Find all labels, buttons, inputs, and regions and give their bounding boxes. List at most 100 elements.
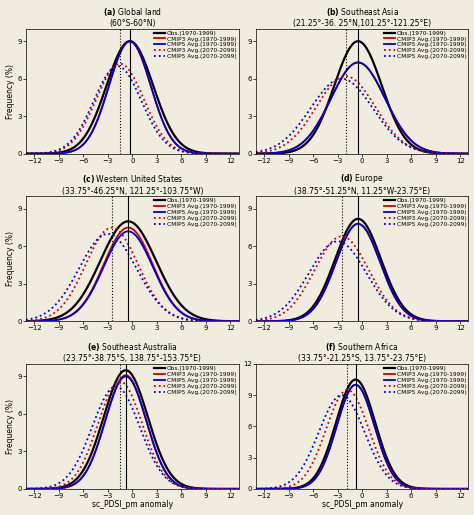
CMIP5 Avg.(1970-1999) xyxy=(467,486,473,492)
Title: $\bf{(e)}$ Southeast Australia
(23.75°-38.75°S, 138.75°-153.75°E): $\bf{(e)}$ Southeast Australia (23.75°-3… xyxy=(64,341,201,363)
Obs.(1970-1999) xyxy=(353,376,358,383)
CMIP5 Avg.(2070-2099) xyxy=(425,149,431,155)
CMIP3 Avg.(2070-2099) xyxy=(425,149,431,155)
CMIP3 Avg.(1970-1999) xyxy=(425,318,431,324)
CMIP3 Avg.(1970-1999) xyxy=(353,382,358,388)
CMIP3 Avg.(2070-2099) xyxy=(237,486,243,492)
CMIP3 Avg.(1970-1999) xyxy=(350,224,356,230)
Obs.(1970-1999) xyxy=(245,318,250,324)
CMIP5 Avg.(2070-2099) xyxy=(105,231,110,237)
CMIP3 Avg.(2070-2099) xyxy=(120,380,126,386)
CMIP3 Avg.(2070-2099) xyxy=(467,150,473,157)
CMIP5 Avg.(1970-1999) xyxy=(355,59,361,65)
Legend: Obs.(1970-1999), CMIP3 Avg.(1970-1999), CMIP5 Avg.(1970-1999), CMIP3 Avg.(2070-2: Obs.(1970-1999), CMIP3 Avg.(1970-1999), … xyxy=(153,198,237,228)
CMIP3 Avg.(1970-1999) xyxy=(244,486,250,492)
Obs.(1970-1999) xyxy=(27,486,32,492)
CMIP5 Avg.(1970-1999) xyxy=(425,486,431,492)
CMIP3 Avg.(1970-1999) xyxy=(245,486,250,492)
CMIP3 Avg.(2070-2099) xyxy=(467,486,473,492)
CMIP3 Avg.(1970-1999) xyxy=(15,486,21,492)
CMIP5 Avg.(1970-1999) xyxy=(27,486,32,492)
Line: CMIP3 Avg.(2070-2099): CMIP3 Avg.(2070-2099) xyxy=(18,64,247,153)
Legend: Obs.(1970-1999), CMIP3 Avg.(1970-1999), CMIP5 Avg.(1970-1999), CMIP3 Avg.(2070-2: Obs.(1970-1999), CMIP3 Avg.(1970-1999), … xyxy=(383,365,467,395)
CMIP3 Avg.(1970-1999) xyxy=(195,317,201,323)
Legend: Obs.(1970-1999), CMIP3 Avg.(1970-1999), CMIP5 Avg.(1970-1999), CMIP3 Avg.(2070-2: Obs.(1970-1999), CMIP3 Avg.(1970-1999), … xyxy=(383,30,467,60)
CMIP5 Avg.(2070-2099) xyxy=(237,318,243,324)
CMIP5 Avg.(1970-1999) xyxy=(195,150,201,156)
CMIP3 Avg.(2070-2099) xyxy=(467,318,473,324)
Obs.(1970-1999) xyxy=(237,318,243,324)
Obs.(1970-1999) xyxy=(127,38,133,44)
Line: CMIP3 Avg.(1970-1999): CMIP3 Avg.(1970-1999) xyxy=(247,224,474,321)
CMIP5 Avg.(2070-2099) xyxy=(339,76,345,82)
Obs.(1970-1999) xyxy=(467,150,473,157)
CMIP3 Avg.(2070-2099) xyxy=(256,317,262,323)
CMIP3 Avg.(1970-1999) xyxy=(27,150,32,157)
Line: CMIP3 Avg.(1970-1999): CMIP3 Avg.(1970-1999) xyxy=(247,62,474,153)
CMIP5 Avg.(1970-1999) xyxy=(256,150,262,157)
Obs.(1970-1999) xyxy=(237,150,243,157)
CMIP5 Avg.(2070-2099) xyxy=(350,403,356,409)
CMIP3 Avg.(2070-2099) xyxy=(256,149,262,156)
CMIP5 Avg.(2070-2099) xyxy=(245,150,250,156)
CMIP5 Avg.(2070-2099) xyxy=(15,150,21,157)
CMIP3 Avg.(2070-2099) xyxy=(27,318,32,324)
CMIP5 Avg.(2070-2099) xyxy=(27,316,32,322)
CMIP3 Avg.(1970-1999) xyxy=(126,225,131,231)
Line: CMIP3 Avg.(1970-1999): CMIP3 Avg.(1970-1999) xyxy=(247,385,474,489)
CMIP3 Avg.(2070-2099) xyxy=(350,241,356,247)
Obs.(1970-1999) xyxy=(245,486,250,492)
Y-axis label: Frequency (%): Frequency (%) xyxy=(6,64,15,118)
CMIP3 Avg.(1970-1999) xyxy=(120,44,126,50)
Obs.(1970-1999) xyxy=(244,318,250,324)
CMIP5 Avg.(2070-2099) xyxy=(127,398,132,404)
CMIP5 Avg.(2070-2099) xyxy=(356,87,362,93)
CMIP3 Avg.(2070-2099) xyxy=(127,387,132,393)
CMIP3 Avg.(2070-2099) xyxy=(467,486,473,492)
Obs.(1970-1999) xyxy=(127,218,132,225)
CMIP5 Avg.(2070-2099) xyxy=(467,486,473,492)
Obs.(1970-1999) xyxy=(467,150,473,157)
Line: Obs.(1970-1999): Obs.(1970-1999) xyxy=(18,41,247,153)
Obs.(1970-1999) xyxy=(425,317,431,323)
CMIP3 Avg.(1970-1999) xyxy=(467,150,473,157)
CMIP5 Avg.(1970-1999) xyxy=(237,318,243,324)
Line: CMIP5 Avg.(1970-1999): CMIP5 Avg.(1970-1999) xyxy=(18,376,247,489)
CMIP5 Avg.(1970-1999) xyxy=(245,150,250,157)
CMIP5 Avg.(2070-2099) xyxy=(467,318,473,324)
CMIP3 Avg.(1970-1999) xyxy=(356,59,362,65)
Line: Obs.(1970-1999): Obs.(1970-1999) xyxy=(247,219,474,321)
CMIP5 Avg.(2070-2099) xyxy=(425,486,431,492)
CMIP3 Avg.(2070-2099) xyxy=(237,486,243,492)
Obs.(1970-1999) xyxy=(425,149,431,156)
Line: CMIP3 Avg.(2070-2099): CMIP3 Avg.(2070-2099) xyxy=(247,76,474,153)
CMIP3 Avg.(1970-1999) xyxy=(27,486,32,492)
CMIP5 Avg.(2070-2099) xyxy=(256,148,262,154)
CMIP3 Avg.(2070-2099) xyxy=(195,150,201,157)
Obs.(1970-1999) xyxy=(256,318,262,324)
CMIP5 Avg.(1970-1999) xyxy=(425,318,431,324)
CMIP3 Avg.(2070-2099) xyxy=(350,390,356,397)
CMIP3 Avg.(1970-1999) xyxy=(237,318,243,324)
CMIP3 Avg.(2070-2099) xyxy=(15,318,21,324)
Line: CMIP5 Avg.(1970-1999): CMIP5 Avg.(1970-1999) xyxy=(18,231,247,321)
Obs.(1970-1999) xyxy=(237,150,243,157)
CMIP3 Avg.(1970-1999) xyxy=(237,486,243,492)
CMIP5 Avg.(2070-2099) xyxy=(245,318,250,324)
Obs.(1970-1999) xyxy=(355,216,361,222)
CMIP3 Avg.(1970-1999) xyxy=(467,150,473,157)
CMIP5 Avg.(1970-1999) xyxy=(237,150,243,157)
CMIP3 Avg.(1970-1999) xyxy=(425,147,431,153)
CMIP3 Avg.(1970-1999) xyxy=(126,38,132,44)
CMIP3 Avg.(2070-2099) xyxy=(256,486,262,492)
Obs.(1970-1999) xyxy=(15,486,21,492)
Line: Obs.(1970-1999): Obs.(1970-1999) xyxy=(18,221,247,321)
CMIP5 Avg.(1970-1999) xyxy=(350,224,356,230)
CMIP5 Avg.(2070-2099) xyxy=(356,258,362,264)
CMIP3 Avg.(2070-2099) xyxy=(195,318,201,324)
CMIP5 Avg.(1970-1999) xyxy=(467,150,473,157)
Obs.(1970-1999) xyxy=(195,149,201,155)
CMIP5 Avg.(2070-2099) xyxy=(244,318,250,324)
CMIP3 Avg.(2070-2099) xyxy=(120,233,126,239)
CMIP3 Avg.(1970-1999) xyxy=(355,59,361,65)
